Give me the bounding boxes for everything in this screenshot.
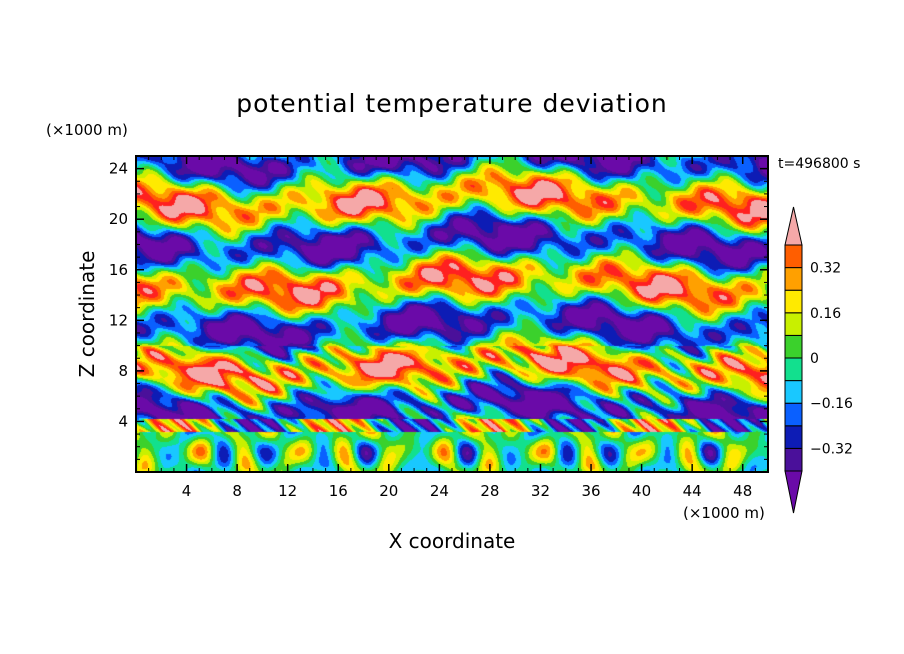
y-tick-label: 16 [109,261,128,279]
y-tick-label: 24 [109,160,128,178]
y-tick-label: 4 [118,412,128,430]
x-tick-label: 4 [182,482,192,500]
colorbar-tick-label: 0.32 [810,261,841,277]
colorbar-tick-label: 0.16 [810,306,841,322]
x-tick-label: 8 [232,482,242,500]
y-tick-label: 8 [118,362,128,380]
chart-title: potential temperature deviation [236,89,667,118]
x-tick-label: 32 [531,482,550,500]
y-axis: 4 8 12 16 20 24 [109,160,768,460]
x-tick-label: 44 [683,482,702,500]
colorbar-segment [784,244,803,269]
x-axis: 4 8 12 16 20 24 28 32 36 40 44 48 [148,156,756,500]
colorbar-extend-max [784,206,803,246]
colorbar-segment [784,289,803,314]
colorbar-segment [784,447,803,472]
x-tick-label: 12 [278,482,297,500]
x-tick-label: 48 [733,482,752,500]
colorbar-segment [784,334,803,359]
colorbar-tick-label: −0.16 [810,396,853,412]
colorbar-segment [784,402,803,427]
x-tick-label: 16 [329,482,348,500]
colorbar-extend-min [784,470,803,514]
colorbar-segment [784,312,803,336]
x-axis-label: X coordinate [389,529,516,553]
colorbar-segment [784,357,803,382]
colorbar-segment [784,267,803,291]
time-label: t=496800 s [778,156,860,172]
heatmap-field [136,156,768,472]
x-tick-label: 28 [480,482,499,500]
colorbar-segment [784,425,803,449]
y-tick-label: 20 [109,210,128,228]
colorbar-tick-label: −0.32 [810,441,853,457]
x-tick-label: 36 [581,482,600,500]
x-tick-label: 24 [430,482,449,500]
colorbar-tick-label: 0 [810,351,819,367]
colorbar: 0.32 0.16 0 −0.16 −0.32 [784,206,853,514]
x-unit-label: (×1000 m) [683,504,765,522]
y-tick-label: 12 [109,311,128,329]
x-tick-label: 20 [379,482,398,500]
y-unit-label: (×1000 m) [46,121,128,139]
colorbar-segment [784,380,803,404]
y-axis-label: Z coordinate [75,251,99,378]
heatmap-area [136,156,768,472]
x-tick-label: 40 [632,482,651,500]
